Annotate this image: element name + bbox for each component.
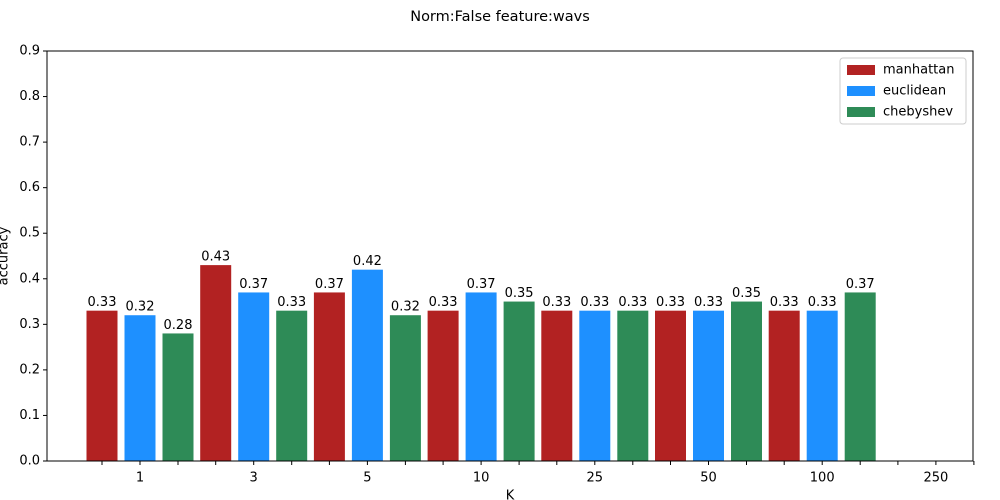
legend-swatch: [847, 107, 875, 117]
x-tick-label: 100: [810, 471, 835, 486]
chart-title: Norm:False feature:wavs: [410, 9, 590, 25]
y-tick-label: 0.9: [19, 44, 40, 59]
y-tick-label: 0.3: [19, 317, 40, 332]
legend-swatch: [847, 65, 875, 75]
value-label: 0.35: [505, 286, 534, 301]
value-label: 0.32: [126, 300, 155, 315]
x-tick-label: 1: [136, 471, 144, 486]
value-label: 0.42: [353, 254, 382, 269]
value-label: 0.37: [315, 277, 344, 292]
y-tick-label: 0.8: [19, 89, 40, 104]
bar: [313, 292, 345, 461]
x-axis-label: K: [506, 489, 515, 500]
value-label: 0.37: [239, 277, 268, 292]
bar: [389, 315, 421, 461]
value-label: 0.28: [164, 318, 193, 333]
x-tick-label: 25: [587, 471, 604, 486]
plot-frame: [46, 50, 974, 462]
value-label: 0.33: [656, 295, 685, 310]
value-label: 0.43: [201, 250, 230, 265]
bar: [844, 292, 876, 461]
value-label: 0.33: [770, 295, 799, 310]
y-tick-label: 0.2: [19, 362, 40, 377]
x-tick-label: 250: [923, 471, 948, 486]
bar: [238, 292, 270, 461]
bar: [162, 333, 194, 461]
x-tick-label: 5: [363, 471, 371, 486]
bar: [465, 292, 497, 461]
bar: [617, 310, 649, 461]
y-tick-label: 0.6: [19, 180, 40, 195]
bar: [768, 310, 800, 461]
y-tick-label: 0.7: [19, 135, 40, 150]
bar: [351, 269, 383, 461]
value-label: 0.33: [694, 295, 723, 310]
bar: [200, 265, 232, 461]
y-tick-label: 0.0: [19, 454, 40, 469]
bar: [693, 310, 724, 461]
bar: [86, 310, 118, 461]
value-label: 0.33: [580, 295, 609, 310]
bar: [276, 310, 308, 461]
bar: [806, 310, 838, 461]
bar: [731, 301, 762, 461]
value-label: 0.37: [846, 277, 875, 292]
bar: [579, 310, 611, 461]
x-tick-label: 3: [250, 471, 258, 486]
bar: [655, 310, 686, 461]
value-label: 0.35: [732, 286, 761, 301]
x-tick-label: 10: [473, 471, 490, 486]
x-tick-label: 50: [700, 471, 717, 486]
legend-swatch: [847, 86, 875, 96]
legend-label: chebyshev: [883, 105, 953, 120]
bar: [503, 301, 535, 461]
legend-label: euclidean: [883, 84, 946, 99]
value-label: 0.33: [277, 295, 306, 310]
y-tick-label: 0.4: [19, 271, 40, 286]
y-tick-label: 0.5: [19, 226, 40, 241]
value-label: 0.33: [808, 295, 837, 310]
bar: [124, 315, 156, 461]
bar: [427, 310, 459, 461]
value-label: 0.33: [542, 295, 571, 310]
y-tick-label: 0.1: [19, 408, 40, 423]
y-axis-label: accuracy: [0, 226, 12, 285]
value-label: 0.33: [429, 295, 458, 310]
legend-label: manhattan: [883, 63, 954, 78]
value-label: 0.33: [88, 295, 117, 310]
value-label: 0.37: [467, 277, 496, 292]
value-label: 0.33: [618, 295, 647, 310]
bar: [541, 310, 573, 461]
value-label: 0.32: [391, 300, 420, 315]
